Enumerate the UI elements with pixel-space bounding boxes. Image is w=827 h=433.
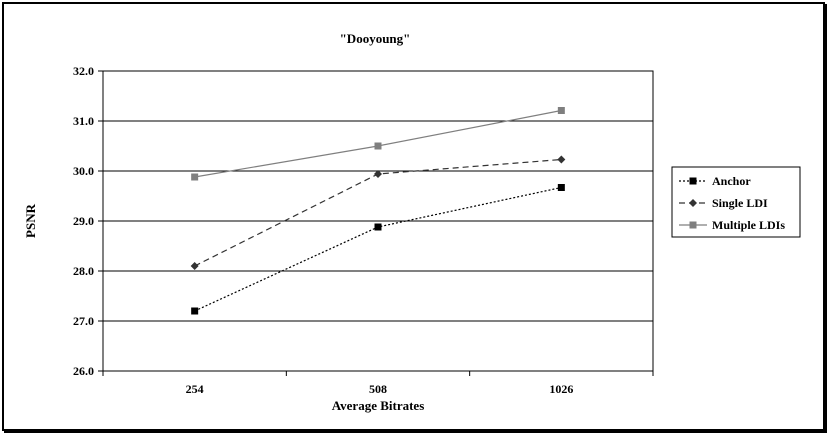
data-point (191, 173, 199, 181)
series-line (194, 186, 562, 312)
data-point (557, 184, 565, 191)
series-multiple-ldis (191, 107, 565, 181)
x-axis-label: Average Bitrates (332, 398, 425, 413)
legend-item: Anchor (679, 174, 751, 188)
y-tick-label: 26.0 (73, 364, 94, 378)
legend-label: Anchor (712, 174, 751, 188)
x-tick-label: 254 (186, 382, 204, 396)
gridlines (103, 70, 653, 372)
y-tick-label: 28.0 (73, 264, 94, 278)
legend-marker (689, 221, 697, 229)
data-point (191, 307, 199, 315)
axes: 26.0 27.0 28.0 29.0 30.0 31.0 32.0 254 508 1026 (73, 64, 654, 396)
y-tick-label: 32.0 (73, 64, 94, 78)
series-single-ldi (190, 155, 566, 270)
series-anchor (191, 184, 565, 315)
legend-label: Single LDI (712, 196, 768, 210)
x-tick-label: 508 (369, 382, 387, 396)
y-tick-label: 31.0 (73, 114, 94, 128)
data-point (557, 107, 565, 114)
y-tick-label: 29.0 (73, 214, 94, 228)
series-group (190, 107, 566, 315)
data-point (374, 170, 382, 178)
legend-marker (689, 177, 697, 185)
data-point (374, 223, 382, 231)
y-tick-label: 27.0 (73, 314, 94, 328)
legend-marker (689, 199, 697, 207)
y-axis-label: PSNR (23, 203, 38, 238)
data-point (374, 142, 382, 150)
x-tick-label: 1026 (549, 382, 573, 396)
legend-item: Single LDI (679, 196, 768, 210)
chart-title: "Dooyoung" (340, 31, 411, 46)
legend-label: Multiple LDIs (712, 218, 785, 232)
y-tick-label: 30.0 (73, 164, 94, 178)
legend: Anchor Single LDI Multiple LDIs (671, 166, 801, 238)
data-point (190, 262, 199, 270)
legend-item: Multiple LDIs (679, 218, 785, 232)
data-point (557, 155, 566, 164)
